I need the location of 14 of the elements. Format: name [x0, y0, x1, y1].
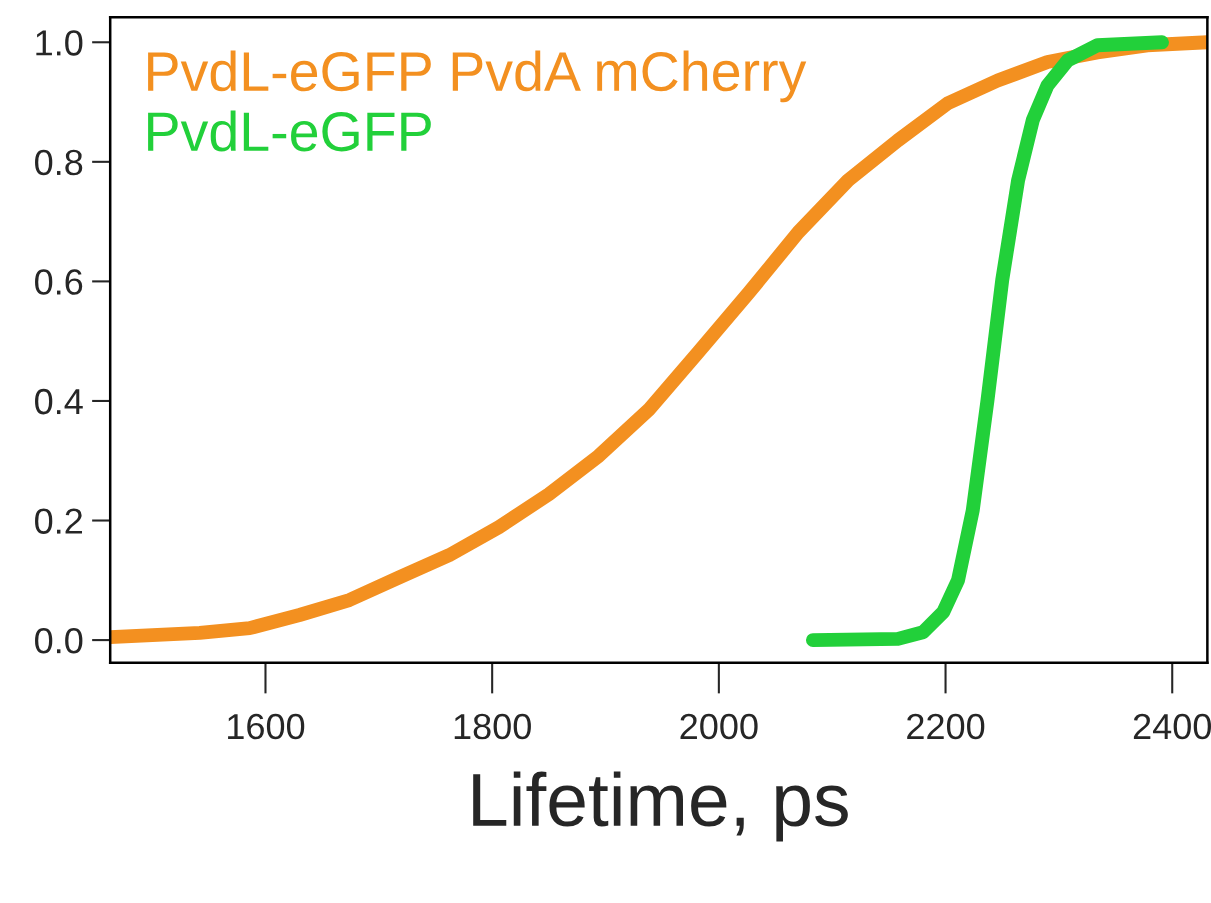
y-tick-label: 0.4 — [35, 388, 83, 415]
y-tick-label: 0.8 — [35, 149, 83, 176]
x-axis-title: Lifetime, ps — [473, 771, 848, 842]
y-tick-label: 1.0 — [36, 30, 83, 56]
x-tick-label: 1600 — [228, 713, 305, 740]
series-label: PvdL-eGFP PvdA mCherry — [148, 50, 807, 103]
x-tick-label: 2000 — [680, 713, 758, 740]
x-tick-label: 1800 — [454, 713, 531, 740]
y-tick-label: 0.6 — [35, 269, 83, 295]
text: PvdL-eGFP — [148, 110, 431, 152]
x-tick-label: 2200 — [907, 713, 985, 740]
y-tick-label: 0.0 — [35, 627, 83, 654]
y-tick-label: 0.2 — [35, 508, 82, 534]
x-tick-label: 2400 — [1133, 713, 1211, 740]
